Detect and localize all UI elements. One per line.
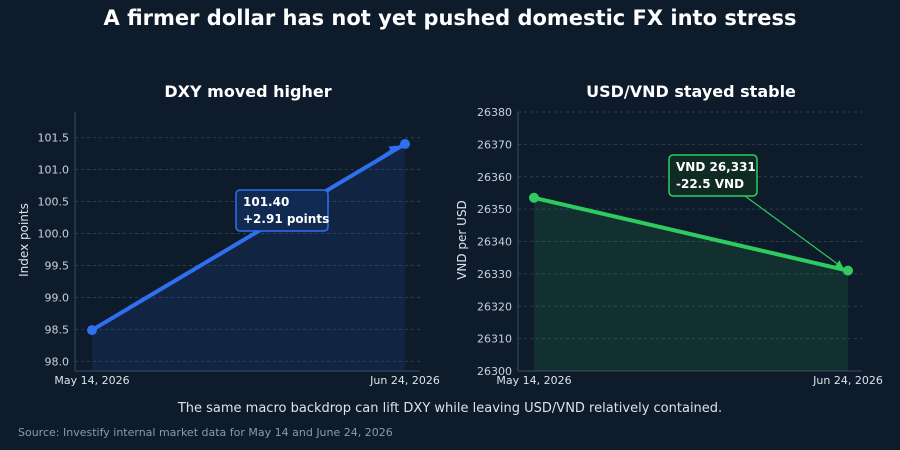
main-title: A firmer dollar has not yet pushed domes… <box>103 6 797 30</box>
chart-2-annotation-box <box>668 154 758 197</box>
chart-2-annotation-text: -22.5 VND <box>676 177 744 191</box>
chart-2-y-tick-label: 26330 <box>477 268 512 281</box>
chart-1-y-tick-label: 100.5 <box>38 196 70 209</box>
chart-2-annotation-text: VND 26,331 <box>676 160 756 174</box>
chart-2-y-tick-label: 26370 <box>477 138 512 151</box>
chart-1-x-tick-label: Jun 24, 2026 <box>369 374 440 387</box>
chart-1-point-end <box>400 138 410 149</box>
chart-2-y-tick-label: 26380 <box>477 106 512 119</box>
chart-1-area <box>92 143 405 371</box>
chart-1-y-tick-label: 99.5 <box>45 259 70 272</box>
chart-2-area <box>534 197 848 371</box>
chart-2-y-tick-label: 26340 <box>477 236 512 249</box>
chart-2-y-tick-label: 26350 <box>477 203 512 216</box>
source-note: Source: Investify internal market data f… <box>18 426 393 439</box>
chart-1-title: DXY moved higher <box>164 82 331 101</box>
chart-1-y-tick-label: 101.5 <box>38 132 70 145</box>
chart-1-y-tick-label: 100.0 <box>38 228 70 241</box>
chart-2-point-end <box>843 265 853 276</box>
chart-2-annotation-arrow <box>744 195 844 269</box>
chart-1-y-tick-label: 98.0 <box>45 355 70 368</box>
chart-1-annotation-box <box>235 189 329 232</box>
chart-2-title: USD/VND stayed stable <box>586 82 796 101</box>
chart-2-series-line <box>532 195 850 273</box>
footnote: The same macro backdrop can lift DXY whi… <box>177 401 723 416</box>
chart-1-y-tick-label: 99.0 <box>45 291 70 304</box>
chart-1-y-axis-label: Index points <box>17 203 31 277</box>
chart-1-point-start <box>87 325 97 336</box>
chart-2-y-tick-label: 26360 <box>477 171 512 184</box>
chart-2-y-axis-label: VND per USD <box>455 200 469 280</box>
chart-2-y-tick-label: 26310 <box>477 333 512 346</box>
chart-2-point-start <box>529 192 539 203</box>
chart-2-y-tick-label: 26300 <box>477 365 512 378</box>
chart-1-y-tick-label: 101.0 <box>38 164 70 177</box>
chart-1-x-tick-label: May 14, 2026 <box>54 374 129 387</box>
chart-1-y-tick-label: 98.5 <box>45 323 70 336</box>
chart-2-x-tick-label: Jun 24, 2026 <box>812 374 883 387</box>
chart-1-annotation-text: +2.91 points <box>243 212 329 226</box>
chart-2-x-tick-label: May 14, 2026 <box>496 374 571 387</box>
chart-2-y-tick-label: 26320 <box>477 300 512 313</box>
chart-1-annotation-text: 101.40 <box>243 195 289 209</box>
